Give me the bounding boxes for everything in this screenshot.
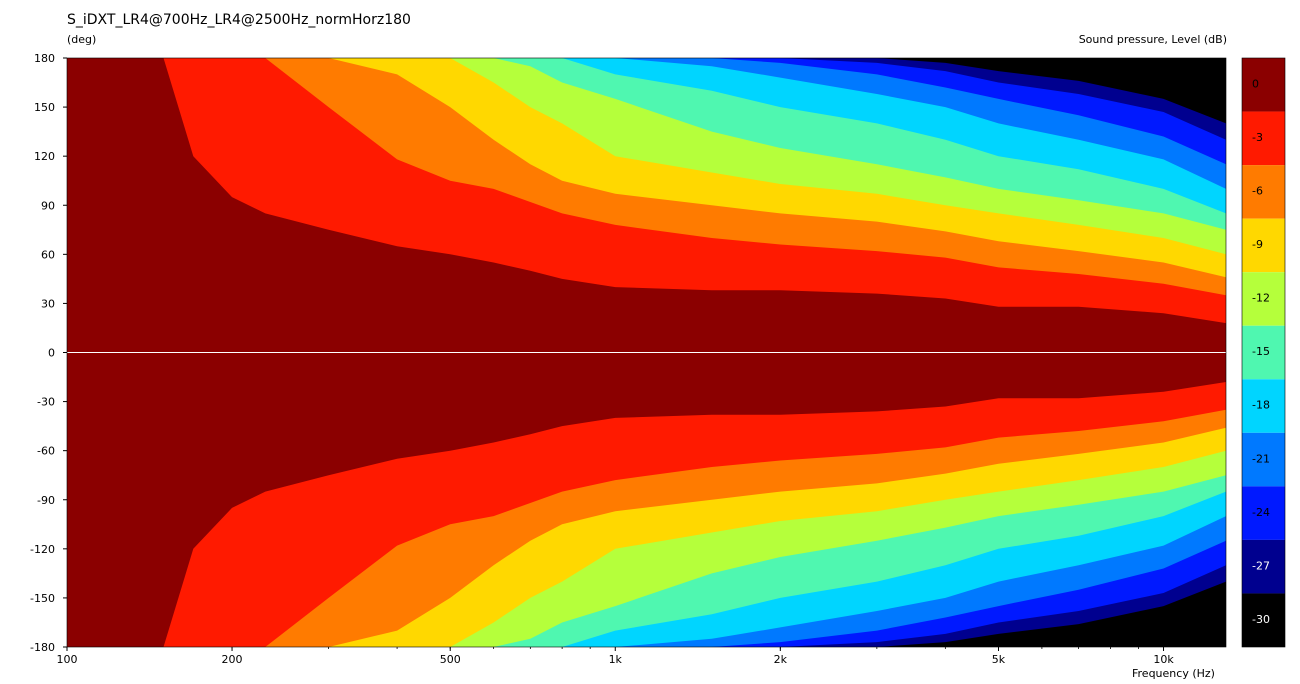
colorbar-swatch — [1242, 165, 1285, 219]
chart-title: S_iDXT_LR4@700Hz_LR4@2500Hz_normHorz180 — [67, 12, 411, 28]
y-tick-label: 180 — [34, 52, 55, 65]
y-tick-label: -90 — [37, 494, 55, 507]
colorbar-swatch — [1242, 58, 1285, 112]
y-tick-label: 60 — [41, 248, 55, 261]
colorbar-label: -18 — [1252, 399, 1270, 412]
colorbar-label: -12 — [1252, 292, 1270, 305]
y-tick-label: 0 — [48, 347, 55, 360]
x-axis-label: Frequency (Hz) — [1132, 667, 1215, 680]
colorbar-swatch — [1242, 111, 1285, 166]
colorbar-swatch — [1242, 325, 1285, 380]
y-tick-label: 150 — [34, 101, 55, 114]
x-tick-label: 5k — [992, 653, 1006, 666]
colorbar-frame — [1241, 57, 1286, 648]
level-region-minus24-top — [67, 58, 1226, 165]
colorbar-label: -15 — [1252, 345, 1270, 358]
y-tick-label: -180 — [30, 641, 55, 654]
level-region-minus30-top — [67, 58, 1226, 124]
y-tick-label: -30 — [37, 396, 55, 409]
colorbar-swatch — [1242, 593, 1285, 647]
x-axis: 100 200 500 1k 2k 5k 10k — [57, 647, 1174, 666]
colorbar-label: -30 — [1252, 613, 1270, 626]
colorbar-swatch — [1242, 218, 1285, 273]
colorbar-label: -3 — [1252, 131, 1263, 144]
x-tick-label: 2k — [774, 653, 788, 666]
colorbar-title: Sound pressure, Level (dB) — [1078, 33, 1227, 46]
colorbar-label: -21 — [1252, 452, 1270, 465]
colorbar-label: -24 — [1252, 506, 1270, 519]
colorbar-swatch — [1242, 432, 1285, 487]
x-tick-label: 10k — [1153, 653, 1174, 666]
y-tick-label: -120 — [30, 543, 55, 556]
level-region-minus21-bottom — [67, 516, 1226, 647]
colorbar-label: -6 — [1252, 185, 1263, 198]
y-axis-unit: (deg) — [67, 33, 97, 46]
colorbar: 0 -3 -6 -9 -12 -15 -18 -21 -24 -27 -30 — [1241, 57, 1286, 648]
colorbar-label: 0 — [1252, 77, 1259, 90]
y-axis: 180 150 120 90 60 30 0 -30 -60 -90 -120 -150 -180 — [30, 52, 67, 654]
colorbar-label: -9 — [1252, 238, 1263, 251]
y-tick-label: 120 — [34, 150, 55, 163]
plot-area — [66, 57, 1227, 648]
colorbar-swatch — [1242, 379, 1285, 433]
colorbar-swatch — [1242, 272, 1285, 326]
x-tick-label: 200 — [222, 653, 243, 666]
x-tick-label: 500 — [440, 653, 461, 666]
x-tick-label: 100 — [57, 653, 78, 666]
y-tick-label: -60 — [37, 445, 55, 458]
level-region-minus30-bottom — [67, 581, 1226, 647]
y-tick-label: 30 — [41, 297, 55, 310]
colorbar-label: -27 — [1252, 559, 1270, 572]
y-tick-label: 90 — [41, 199, 55, 212]
level-region-minus24-bottom — [67, 540, 1226, 647]
level-region-minus21-top — [67, 58, 1226, 189]
colorbar-swatch — [1242, 486, 1285, 540]
x-tick-label: 1k — [609, 653, 623, 666]
y-tick-label: -150 — [30, 592, 55, 605]
colorbar-swatch — [1242, 539, 1285, 594]
